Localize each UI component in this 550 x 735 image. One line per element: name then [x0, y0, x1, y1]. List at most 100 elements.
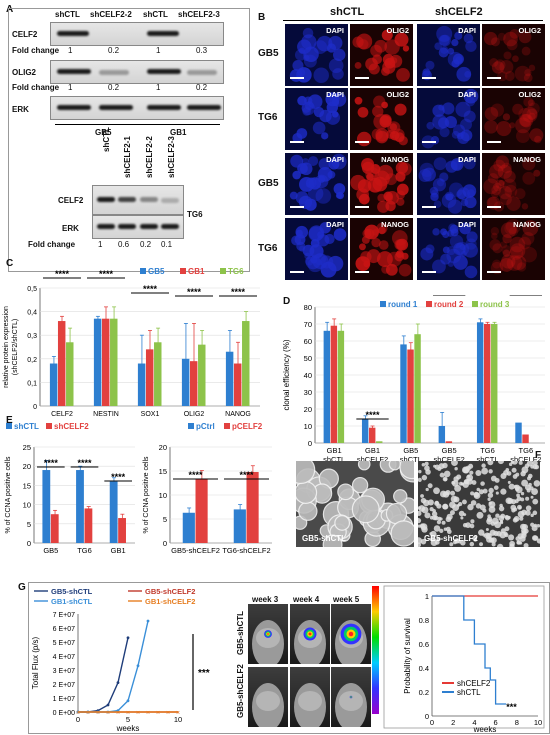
ivis-row-shctl: GB5-shCTL: [236, 611, 245, 655]
bar: [242, 321, 249, 406]
cell-nucleus: [315, 175, 329, 189]
bar: [331, 326, 337, 443]
y-tick-label: 5: [163, 515, 167, 524]
mouse-silhouette: [331, 604, 371, 664]
cell: [450, 491, 455, 496]
cell-nucleus: [465, 266, 478, 279]
signal-spot: [267, 633, 269, 635]
micro-channel-label: DAPI: [326, 220, 344, 229]
cell: [421, 506, 428, 513]
mouse-head: [256, 691, 280, 711]
cell: [433, 465, 436, 468]
col-header-3: shCTL: [143, 10, 168, 19]
scale-bar: [355, 271, 369, 273]
cell: [500, 520, 503, 523]
fc-value: 1: [98, 240, 102, 249]
dapi-image: DAPI: [417, 218, 480, 280]
mouse-silhouette: [248, 667, 288, 727]
cell-nucleus: [296, 191, 309, 204]
data-point: [117, 681, 120, 684]
cell-nucleus: [396, 250, 404, 258]
colony-image-shctl: GB5-shCTL: [296, 461, 414, 547]
bar: [94, 319, 101, 406]
y-tick-label: 5: [27, 520, 31, 529]
cell: [486, 528, 489, 531]
y-tick-label: 0: [163, 539, 167, 548]
cell-nucleus: [507, 39, 518, 50]
cell: [498, 461, 504, 464]
cell-nucleus: [334, 183, 346, 195]
y-tick-label: 0,3: [27, 333, 37, 340]
data-point: ×: [86, 710, 90, 717]
scale-bar: [290, 206, 304, 208]
y-axis-label: clonal efficiency (%): [282, 339, 291, 410]
x-axis-label: weeks: [116, 724, 140, 732]
cell: [440, 473, 445, 478]
scale-bar: [487, 206, 501, 208]
cell-nucleus: [359, 243, 366, 250]
fc-label-1: Fold change: [12, 46, 59, 55]
fc-value: 1: [156, 83, 160, 92]
cell-nucleus: [372, 54, 382, 64]
cell-nucleus: [503, 179, 517, 193]
bar: [234, 509, 246, 543]
cell: [446, 527, 451, 532]
bar: [51, 514, 59, 543]
cell-nucleus: [385, 201, 395, 211]
cell-nucleus: [453, 255, 468, 270]
cell: [508, 481, 511, 484]
colony: [359, 461, 370, 470]
x-tick-label: 8: [515, 718, 519, 727]
cell-nucleus: [484, 120, 497, 133]
y-tick-label: 0.2: [419, 688, 429, 697]
dapi-image: DAPI: [417, 153, 480, 215]
cell: [464, 480, 468, 484]
bar: [446, 441, 452, 443]
cell-nucleus: [496, 121, 511, 136]
cell-nucleus: [425, 244, 434, 253]
cell: [482, 533, 485, 536]
legend-label: GB5: [148, 267, 165, 276]
x-tick-label: GB5-shCELF2: [171, 546, 220, 555]
cell-nucleus: [502, 245, 512, 255]
cell: [530, 514, 533, 517]
cell-nucleus: [296, 67, 311, 82]
stain-image: NANOG: [482, 218, 545, 280]
cell-nucleus: [491, 233, 498, 240]
data-point: ×: [146, 710, 150, 717]
tg6-col-1: shCTL: [102, 127, 111, 152]
cell-nucleus: [383, 191, 392, 200]
data-point: ×: [116, 710, 120, 717]
bar: [85, 508, 93, 543]
bar: [110, 482, 118, 543]
y-axis-label-line: relative protein expression: [3, 306, 10, 388]
mouse-head: [339, 691, 363, 711]
fc-value: 1: [156, 46, 160, 55]
cell-nucleus: [491, 190, 499, 198]
cell: [443, 491, 449, 497]
y-tick-label: 10: [304, 422, 312, 431]
cell: [505, 533, 509, 537]
sig-label: ****: [231, 287, 246, 297]
bar: [76, 470, 84, 543]
y-tick-label: 0,5: [27, 286, 37, 293]
micro-channel-label: NANOG: [513, 220, 541, 229]
tg6-erk-blot: [92, 215, 184, 239]
legend-swatch: [188, 423, 194, 429]
data-point: ×: [176, 710, 180, 717]
cell-nucleus: [296, 128, 307, 139]
panel-f-label: F: [535, 450, 541, 461]
cell: [425, 462, 429, 466]
cell-nucleus: [324, 234, 334, 244]
cell: [532, 535, 538, 541]
cell: [418, 518, 421, 523]
legend-swatch: [426, 301, 432, 307]
legend-label: round 3: [480, 300, 510, 309]
cell: [453, 476, 458, 481]
scale-bar: [422, 206, 436, 208]
bar: [324, 331, 330, 443]
x-tick-label: 0: [430, 718, 434, 727]
legend-label: GB5-shCELF2: [145, 587, 195, 596]
cell-nucleus: [355, 62, 362, 69]
y-tick-label: 15: [159, 467, 167, 476]
